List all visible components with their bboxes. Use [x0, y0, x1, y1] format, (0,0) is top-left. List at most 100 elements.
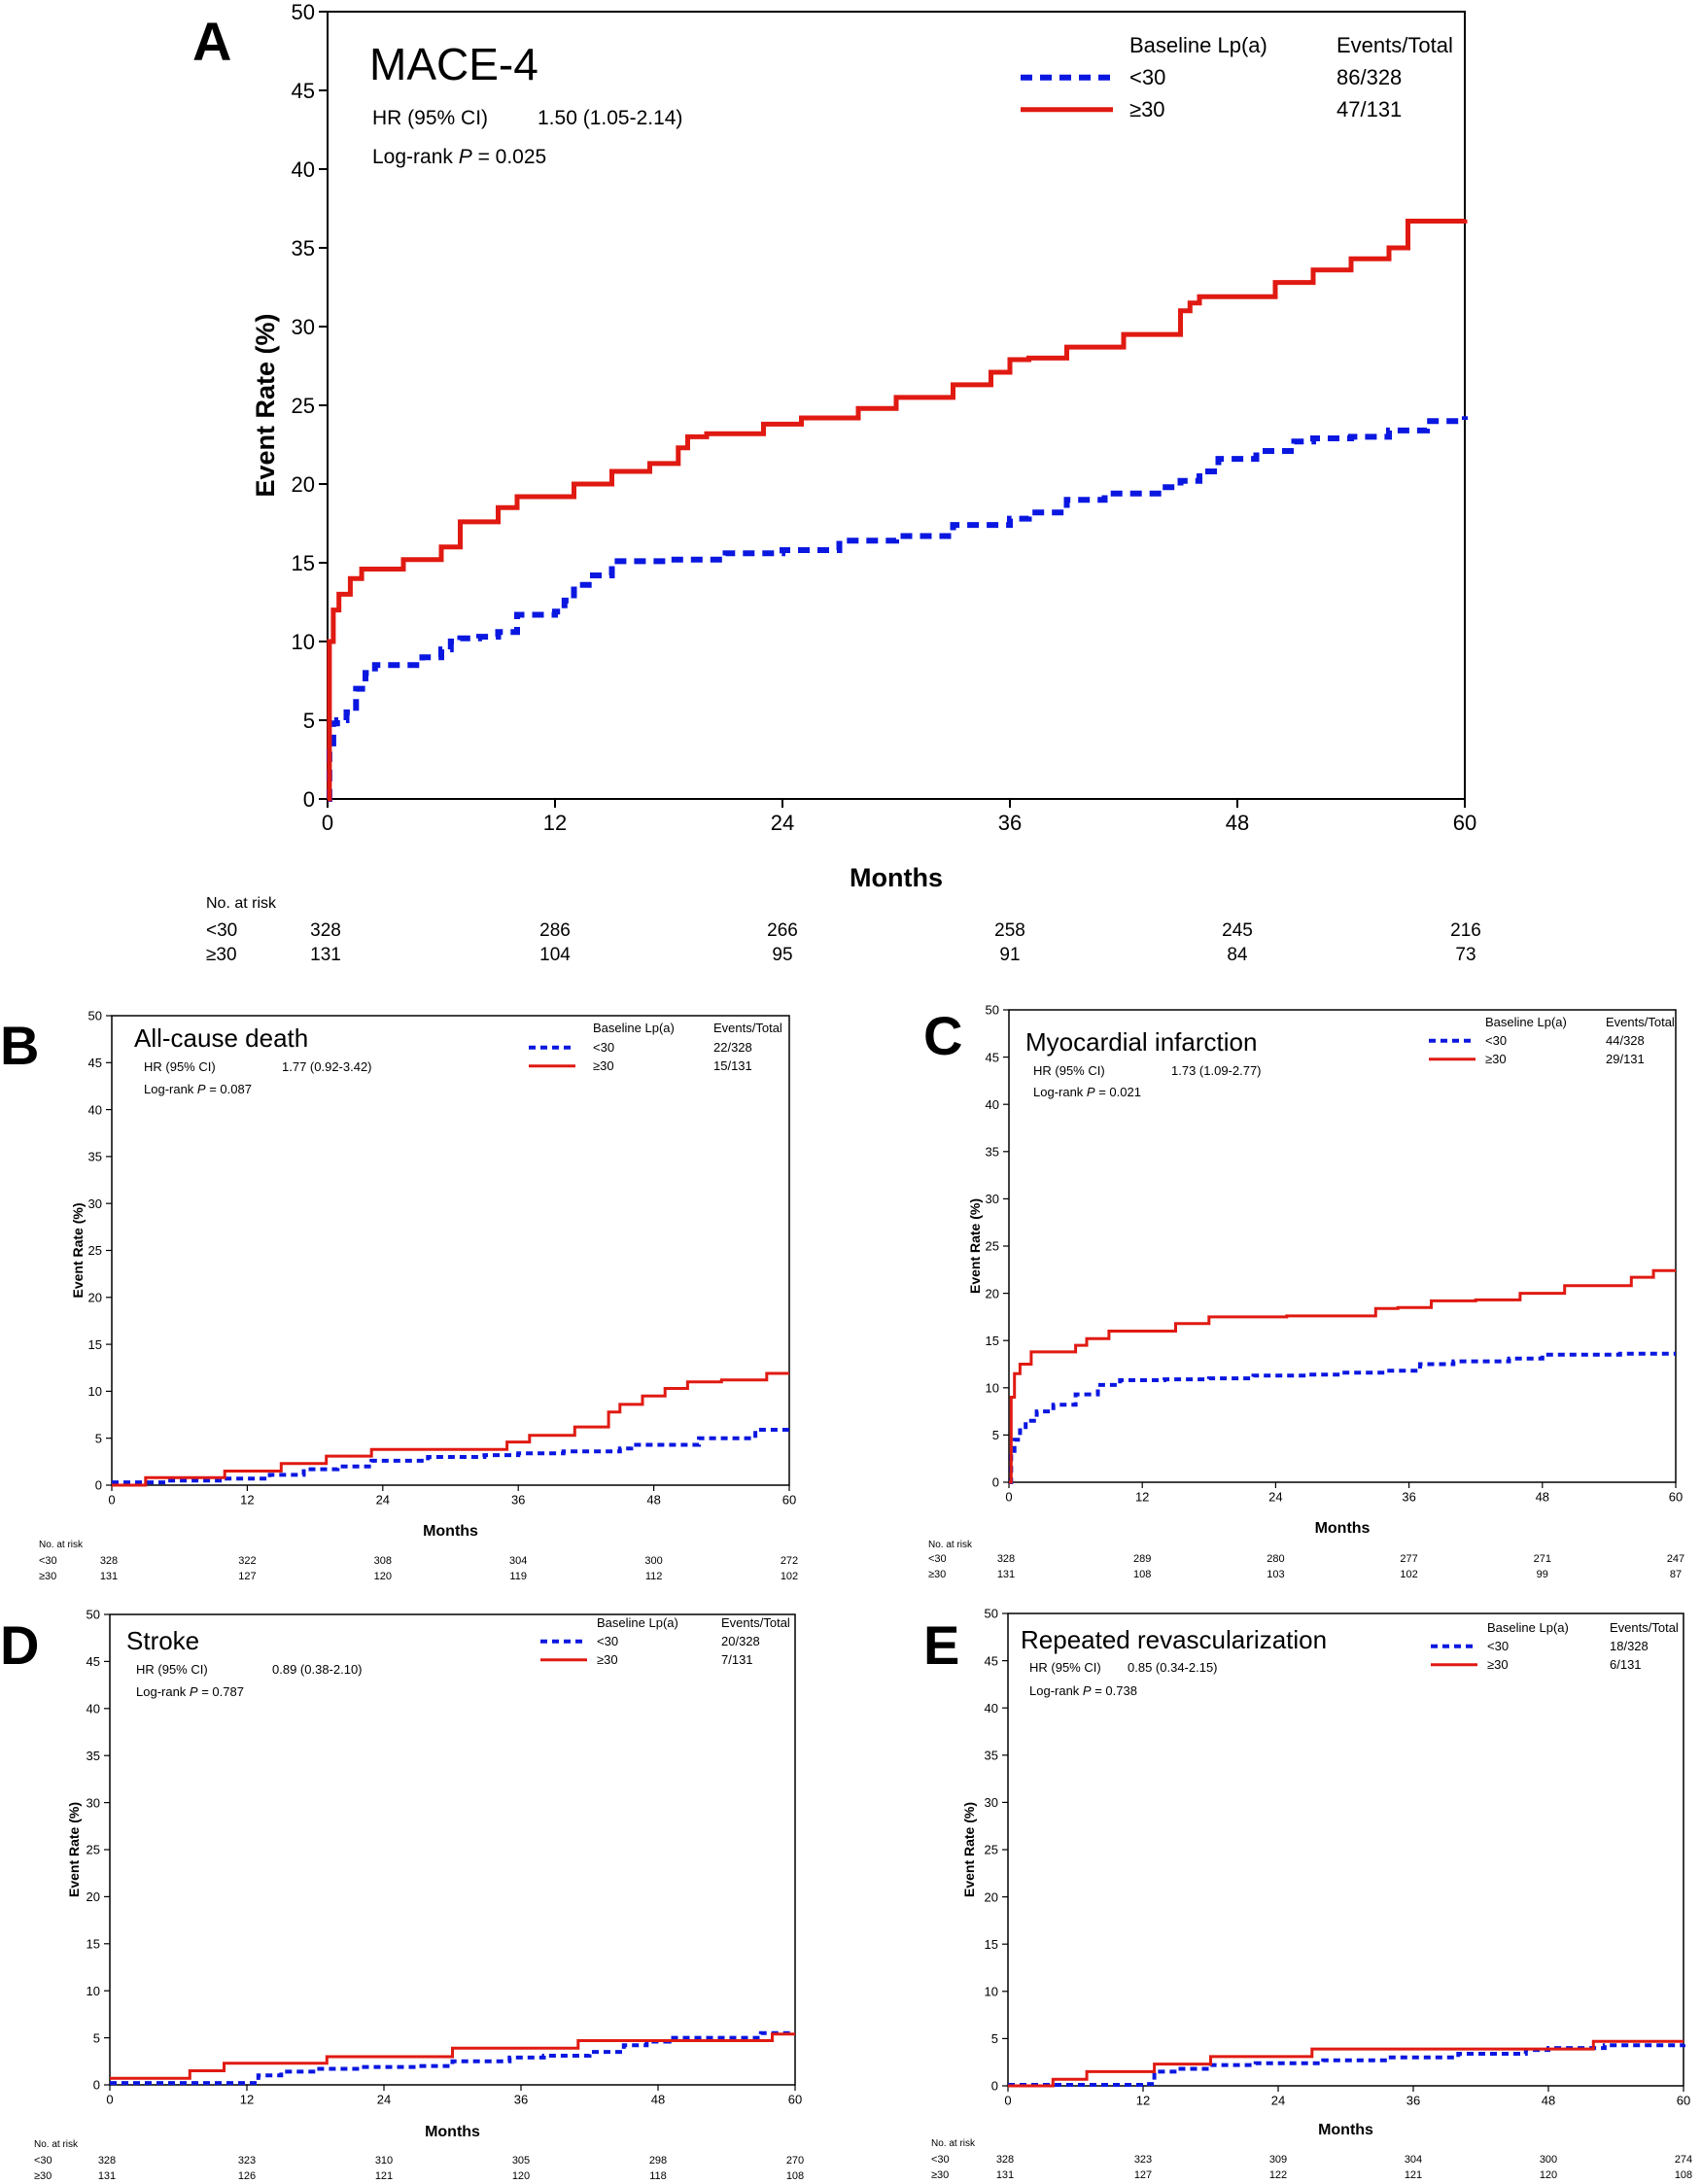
risk-count: 131 [997, 1569, 1015, 1580]
risk-count: 103 [1267, 1569, 1284, 1580]
x-tick-label: 36 [998, 811, 1022, 835]
x-tick-label: 12 [1135, 1490, 1149, 1505]
y-tick-label: 40 [986, 1097, 999, 1112]
legend-events: 29/131 [1606, 1052, 1645, 1066]
legend-events: 86/328 [1336, 65, 1402, 89]
hr-value: 1.73 (1.09-2.77) [1171, 1063, 1262, 1078]
y-tick-label: 15 [88, 1337, 102, 1352]
risk-count: 266 [767, 920, 798, 941]
p-symbol: P [197, 1082, 206, 1096]
x-tick-label: 24 [377, 2093, 391, 2107]
risk-row-label: <30 [39, 1555, 57, 1567]
risk-count: 119 [509, 1571, 527, 1582]
hr-label: HR (95% CI) [1033, 1063, 1105, 1078]
legend-events: 15/131 [713, 1058, 752, 1073]
risk-count: 131 [100, 1571, 118, 1582]
risk-count: 277 [1400, 1553, 1417, 1565]
risk-count: 305 [512, 2155, 530, 2167]
y-tick-label: 10 [88, 1384, 102, 1399]
chart-title: All-cause death [134, 1023, 308, 1053]
y-tick-label: 0 [93, 2078, 100, 2093]
y-tick-label: 0 [991, 2079, 998, 2094]
panel-c: C 0 5 10 15 20 25 30 35 40 45 50 0 12 24 36 48 60 Months Ev… [923, 1003, 1684, 1580]
y-tick-label: 10 [986, 1380, 999, 1395]
y-axis-label: Event Rate (%) [251, 313, 280, 497]
risk-count: 120 [374, 1571, 392, 1582]
y-tick-label: 50 [87, 1608, 100, 1622]
risk-count: 131 [996, 2169, 1014, 2181]
y-tick-label: 10 [292, 630, 315, 654]
x-tick-label: 24 [1268, 1490, 1282, 1505]
panel-a: A 0 5 10 15 20 25 30 35 40 45 50 0 12 24 36 48 60 Months Ev… [192, 0, 1481, 965]
risk-count: 309 [1269, 2154, 1287, 2166]
hr-label: HR (95% CI) [144, 1059, 216, 1074]
x-tick-label: 0 [1004, 2094, 1011, 2108]
x-tick-label: 0 [322, 811, 333, 835]
risk-count: 108 [1675, 2169, 1692, 2181]
risk-count: 121 [1405, 2169, 1422, 2181]
x-tick-label: 48 [1226, 811, 1249, 835]
risk-count: 127 [238, 1571, 256, 1582]
legend-events-header: Events/Total [1610, 1620, 1679, 1635]
y-tick-label: 5 [992, 1428, 999, 1442]
risk-count: 300 [1540, 2154, 1557, 2166]
legend-label: <30 [597, 1634, 618, 1648]
risk-count: 216 [1450, 920, 1481, 941]
y-tick-label: 40 [292, 157, 315, 182]
legend-events-header: Events/Total [721, 1615, 790, 1630]
p-value: = 0.021 [1095, 1085, 1141, 1099]
legend-header: Baseline Lp(a) [593, 1021, 675, 1035]
logrank-label: Log-rank [1033, 1085, 1087, 1099]
p-symbol: P [190, 1684, 198, 1699]
chart-title: Repeated revascularization [1021, 1625, 1327, 1654]
risk-count: 274 [1675, 2154, 1692, 2166]
risk-count: 280 [1267, 1553, 1284, 1565]
risk-count: 328 [997, 1553, 1015, 1565]
y-tick-label: 15 [292, 551, 315, 575]
y-tick-label: 50 [88, 1009, 102, 1023]
y-tick-label: 35 [292, 236, 315, 260]
y-tick-label: 40 [88, 1102, 102, 1117]
y-tick-label: 15 [985, 1937, 998, 1952]
legend-header: Baseline Lp(a) [1487, 1620, 1569, 1635]
legend-header: Baseline Lp(a) [597, 1615, 678, 1630]
risk-count: 91 [999, 945, 1020, 965]
x-tick-label: 48 [646, 1493, 660, 1508]
risk-row-label: <30 [931, 2154, 950, 2166]
x-tick-label: 0 [108, 1493, 115, 1508]
panel-b: B 0 5 10 15 20 25 30 35 40 45 50 0 12 24 36 48 60 Months Ev… [0, 1009, 798, 1582]
y-tick-label: 25 [87, 1843, 100, 1857]
x-axis-label: Months [1315, 1520, 1371, 1537]
y-tick-label: 30 [87, 1795, 100, 1810]
logrank-text: Log-rank P = 0.787 [136, 1684, 244, 1699]
hr-label: HR (95% CI) [1029, 1660, 1101, 1675]
hr-value: 0.85 (0.34-2.15) [1128, 1660, 1218, 1675]
risk-count: 328 [98, 2155, 116, 2167]
y-tick-label: 0 [303, 787, 315, 812]
hr-value: 0.89 (0.38-2.10) [272, 1662, 363, 1677]
risk-count: 131 [310, 945, 341, 965]
risk-count: 104 [539, 945, 571, 965]
series-line-ge30 [1008, 2039, 1684, 2088]
y-axis-label: Event Rate (%) [967, 1198, 983, 1294]
risk-row-label: ≥30 [39, 1571, 56, 1582]
risk-row-label: ≥30 [34, 2170, 52, 2182]
x-axis-label: Months [1318, 2122, 1373, 2138]
x-tick-label: 36 [514, 2093, 528, 2107]
x-tick-label: 24 [376, 1493, 390, 1508]
y-tick-label: 30 [292, 315, 315, 339]
x-tick-label: 24 [1271, 2094, 1285, 2108]
y-tick-label: 5 [303, 709, 315, 733]
x-tick-label: 48 [651, 2093, 665, 2107]
logrank-text: Log-rank P = 0.021 [1033, 1085, 1141, 1099]
y-tick-label: 10 [985, 1984, 998, 1998]
y-tick-label: 35 [985, 1748, 998, 1762]
legend-label: ≥30 [1487, 1657, 1509, 1672]
panel-letter: C [923, 1005, 962, 1066]
y-tick-label: 45 [88, 1056, 102, 1070]
legend-events: 18/328 [1610, 1639, 1649, 1653]
chart-title: MACE-4 [369, 39, 538, 89]
risk-count: 328 [100, 1555, 118, 1567]
y-tick-label: 5 [95, 1431, 102, 1445]
